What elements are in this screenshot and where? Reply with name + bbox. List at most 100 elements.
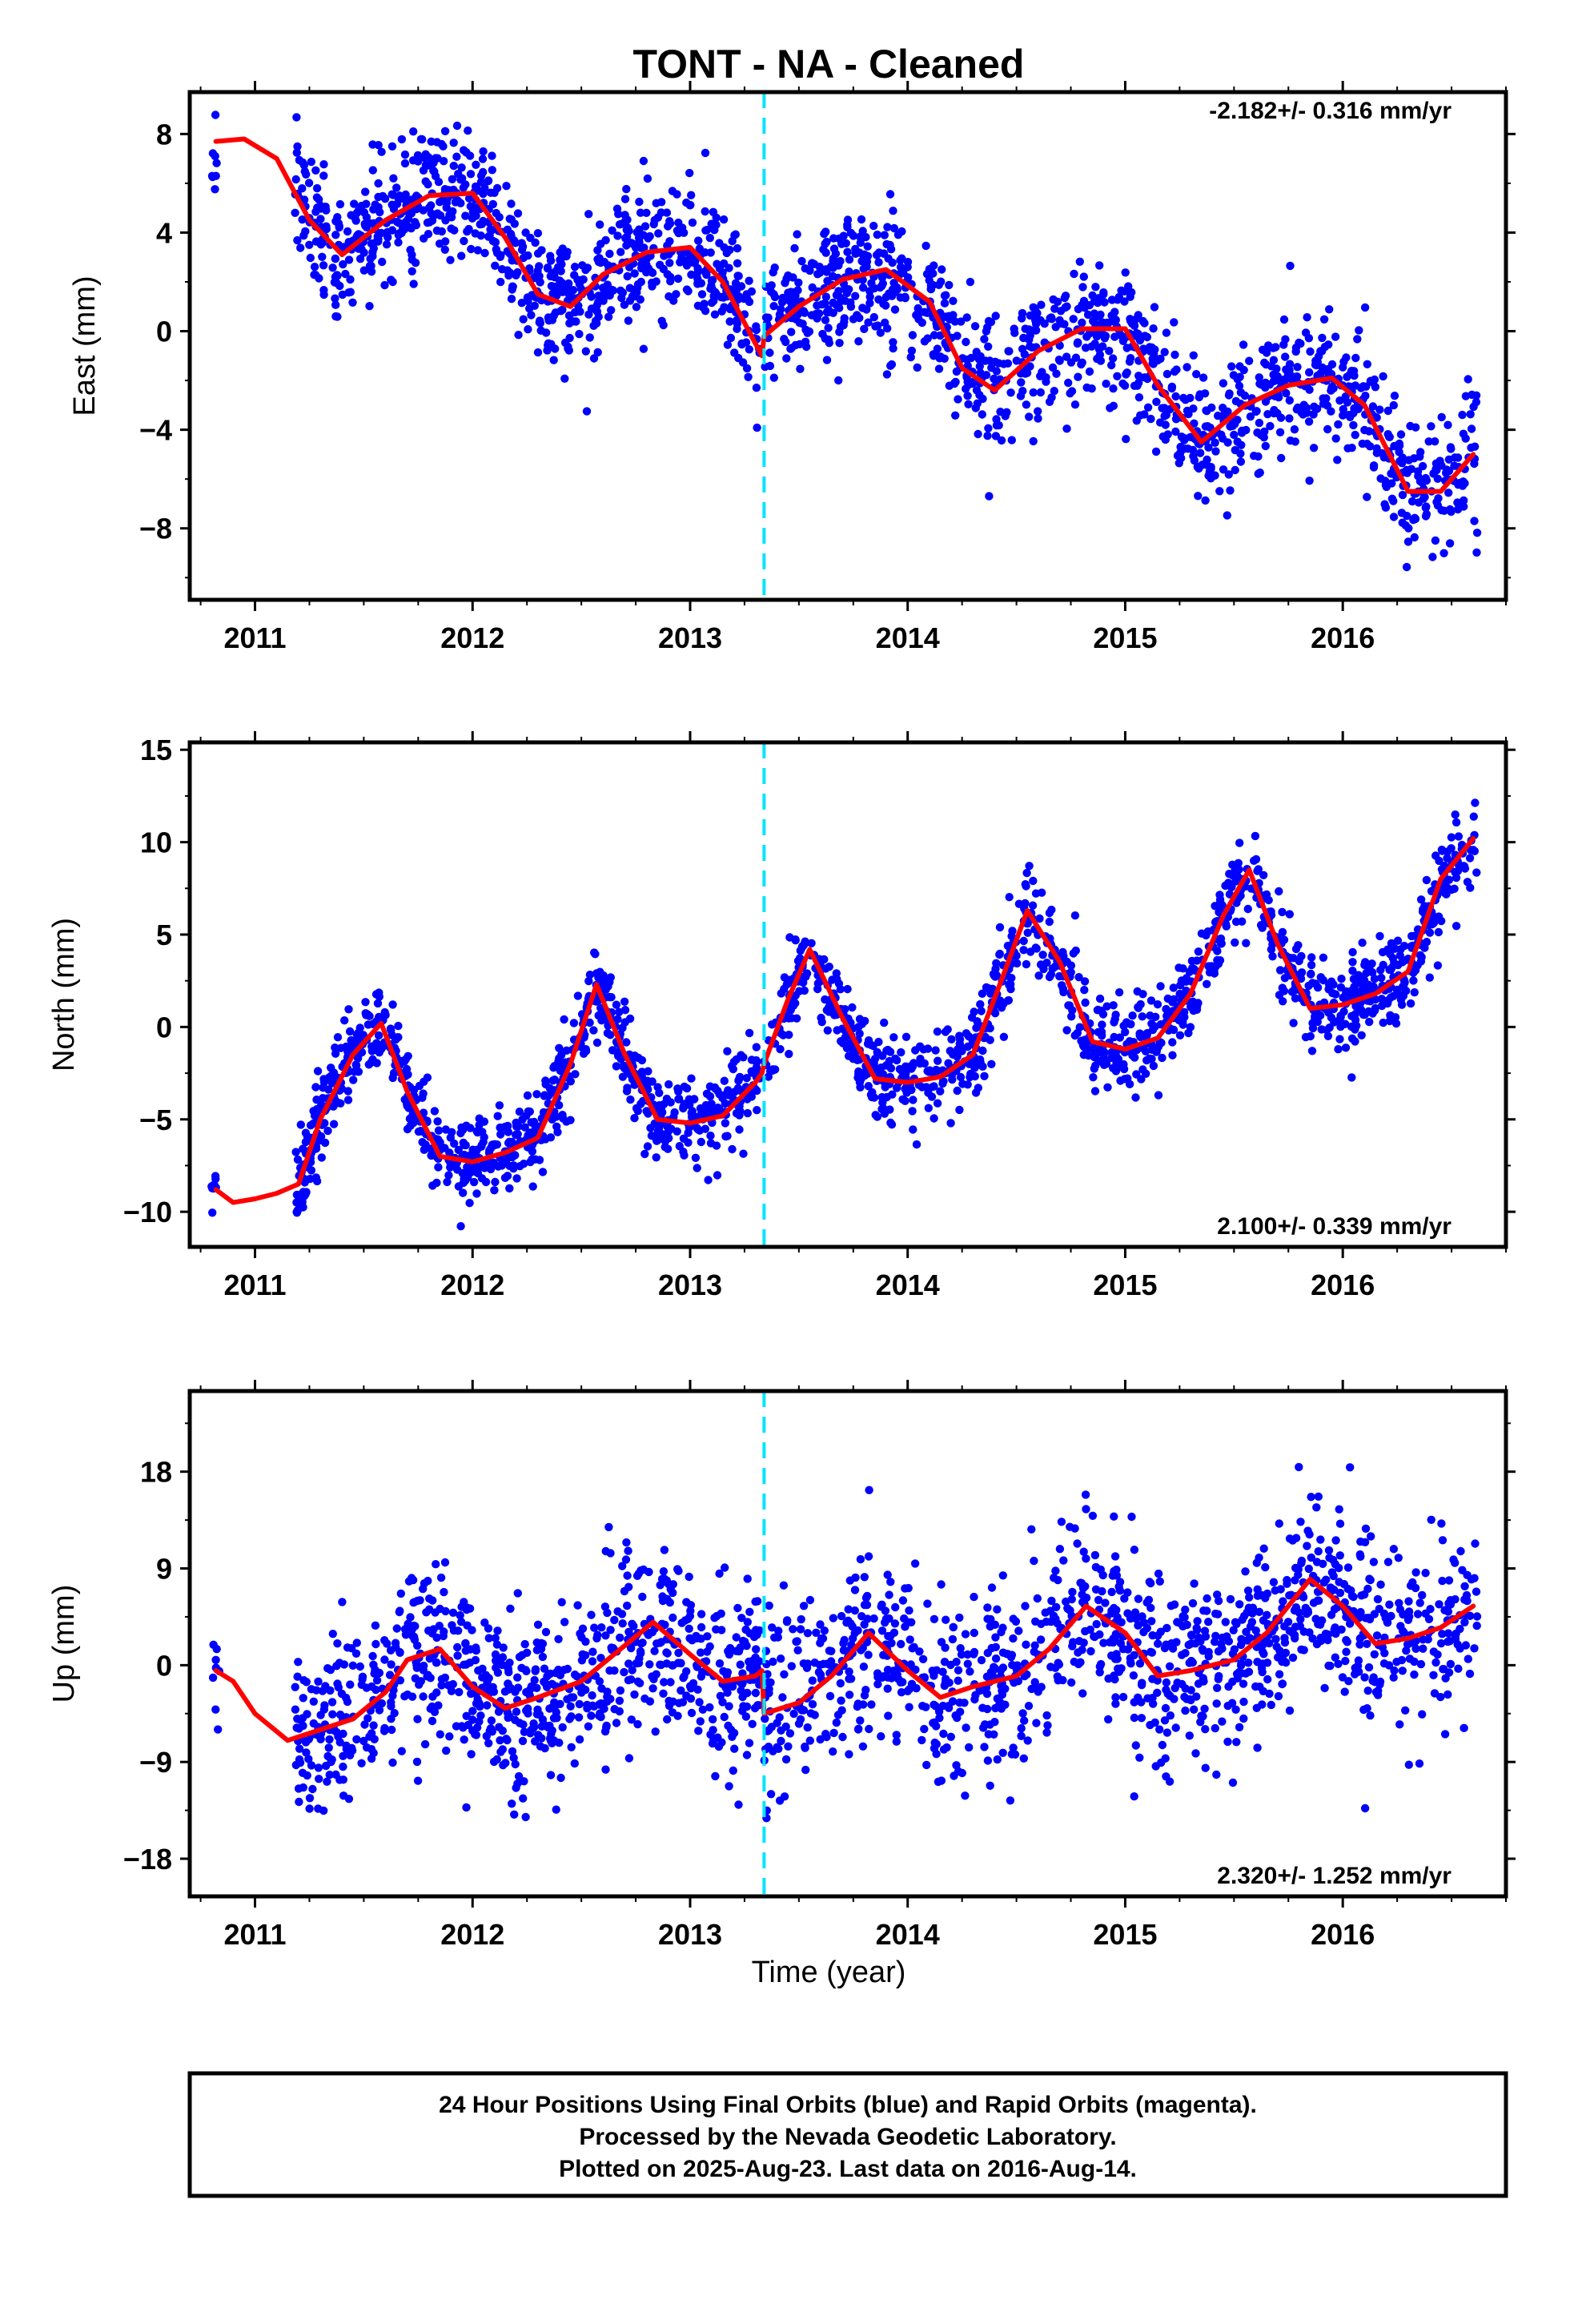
data-point xyxy=(982,371,991,380)
data-point xyxy=(472,1145,482,1155)
data-point xyxy=(537,246,546,255)
data-point xyxy=(1194,999,1203,1007)
data-point xyxy=(1339,363,1347,372)
data-point xyxy=(319,171,328,180)
data-point xyxy=(1469,402,1478,412)
data-point xyxy=(593,246,602,255)
data-point xyxy=(381,1011,390,1019)
data-point xyxy=(1268,952,1277,961)
data-point xyxy=(942,291,950,300)
data-point xyxy=(512,1707,521,1716)
data-point xyxy=(1190,456,1199,465)
data-point xyxy=(1052,369,1061,378)
data-point xyxy=(1406,999,1415,1008)
data-point xyxy=(343,1643,352,1652)
data-point xyxy=(736,1660,745,1669)
data-point xyxy=(1343,444,1352,452)
x-tick-label: 2011 xyxy=(223,1269,286,1301)
data-point xyxy=(371,200,379,209)
data-point xyxy=(323,1777,331,1786)
data-point xyxy=(1107,360,1116,370)
data-point xyxy=(388,1758,397,1767)
data-point xyxy=(322,224,331,234)
data-point xyxy=(1226,486,1235,495)
data-point xyxy=(1098,320,1106,328)
data-point xyxy=(293,142,302,151)
data-point xyxy=(1094,1027,1103,1037)
data-point xyxy=(543,1672,552,1681)
data-point xyxy=(1099,1054,1108,1063)
data-point xyxy=(668,1661,677,1670)
data-point xyxy=(455,1687,464,1697)
data-point xyxy=(1046,313,1056,322)
data-point xyxy=(636,1649,645,1658)
data-point xyxy=(877,273,887,282)
data-point xyxy=(837,239,846,248)
data-point xyxy=(1439,549,1448,557)
data-point xyxy=(876,328,885,337)
data-point xyxy=(472,211,480,220)
data-point xyxy=(383,1639,391,1648)
data-point xyxy=(1203,927,1213,936)
data-point xyxy=(628,292,637,301)
data-point xyxy=(1348,967,1357,975)
data-point xyxy=(813,301,821,310)
data-point xyxy=(1091,283,1100,292)
data-point xyxy=(333,312,342,321)
data-point xyxy=(1070,400,1080,409)
data-point xyxy=(637,1055,647,1065)
data-point xyxy=(1278,983,1287,992)
data-point xyxy=(1032,326,1041,335)
data-point xyxy=(1377,995,1387,1003)
data-point xyxy=(1333,456,1342,464)
data-point xyxy=(708,1739,717,1748)
data-point xyxy=(482,1731,491,1741)
data-point xyxy=(1090,1087,1100,1096)
data-point xyxy=(701,267,709,276)
data-point xyxy=(1130,321,1139,330)
data-point xyxy=(745,1663,754,1672)
data-point xyxy=(459,1138,468,1148)
data-point xyxy=(1452,818,1461,827)
data-point xyxy=(639,231,648,239)
data-point xyxy=(793,286,802,295)
data-point xyxy=(492,1663,500,1672)
data-point xyxy=(997,1003,1006,1012)
data-point xyxy=(1351,381,1360,390)
data-point xyxy=(685,1624,693,1634)
data-point xyxy=(832,301,841,310)
data-point xyxy=(1070,269,1078,279)
data-point xyxy=(1167,384,1176,393)
data-point xyxy=(432,1560,440,1569)
data-point xyxy=(632,227,641,237)
y-tick-label: −4 xyxy=(139,414,172,447)
data-point xyxy=(983,432,992,440)
data-point xyxy=(737,1686,745,1695)
data-point xyxy=(701,148,710,158)
data-point xyxy=(452,121,462,131)
data-point xyxy=(557,1051,566,1059)
data-point xyxy=(306,253,315,263)
data-point xyxy=(584,1722,593,1731)
data-point xyxy=(352,1735,361,1744)
data-point xyxy=(1032,944,1041,953)
data-point xyxy=(314,1763,323,1772)
data-point xyxy=(323,1751,332,1761)
data-point xyxy=(820,229,829,239)
data-point xyxy=(1348,958,1357,967)
data-point xyxy=(1246,412,1255,421)
data-point xyxy=(1028,901,1038,910)
data-point xyxy=(1306,347,1315,356)
data-point xyxy=(464,194,474,203)
data-point xyxy=(615,1696,624,1705)
data-point xyxy=(332,1662,341,1671)
data-point xyxy=(566,1116,575,1124)
data-point xyxy=(845,255,854,264)
data-point xyxy=(506,1604,515,1614)
data-point xyxy=(1370,975,1379,983)
data-point xyxy=(321,1682,330,1691)
data-point xyxy=(861,1016,869,1026)
data-point xyxy=(669,1588,677,1598)
data-point xyxy=(1393,936,1403,945)
data-point xyxy=(1075,257,1085,266)
